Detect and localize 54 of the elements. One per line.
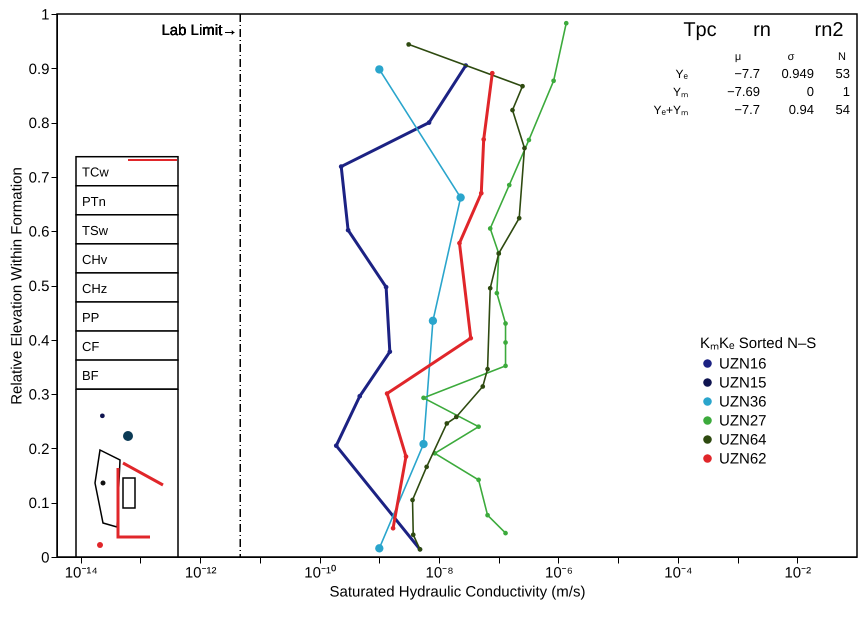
legend-label: UZN64	[719, 432, 767, 448]
annotation: rn	[753, 19, 771, 41]
legend-title: KₘKₑ Sorted N–S	[700, 335, 816, 352]
annotation: −7.69	[727, 84, 760, 99]
y-tick-label: 1	[41, 6, 50, 24]
annotation: BF	[82, 368, 99, 384]
legend-label: UZN16	[719, 356, 767, 372]
y-tick-label: 0.2	[28, 440, 50, 458]
x-tick-label: 10⁻⁴	[664, 564, 692, 582]
x-tick-label: 10⁻⁸	[426, 564, 454, 582]
annotation: Yₑ	[676, 67, 689, 81]
legend-label: UZN36	[719, 394, 767, 410]
y-axis-title: Relative Elevation Within Formation	[8, 167, 26, 405]
annotation: −7.7	[734, 66, 760, 81]
annotation: TSw	[82, 222, 109, 238]
annotation: CF	[82, 339, 100, 354]
annotation: 0.949	[781, 66, 814, 81]
y-tick-label: 0	[41, 550, 50, 566]
y-tick-label: 0.3	[28, 386, 50, 404]
y-tick-label: 0.6	[28, 224, 50, 241]
legend-label: UZN62	[719, 450, 767, 468]
x-tick-label: 10⁻¹²	[184, 564, 217, 582]
annotation: TCw	[82, 164, 110, 180]
annotation: Yₑ+Yₘ	[654, 103, 688, 117]
annotation: σ	[788, 51, 795, 63]
y-tick-label: 0.8	[28, 115, 50, 132]
y-tick-label: 0.1	[28, 495, 50, 512]
y-tick-label: 0.9	[28, 60, 50, 78]
y-tick-label: 0.7	[28, 169, 50, 186]
y-tick-label: 0.5	[28, 278, 50, 295]
annotation: μ	[734, 51, 742, 63]
annotation: 0	[806, 84, 814, 99]
annotation: CHz	[82, 280, 108, 296]
x-tick-label: 10⁻²	[784, 564, 812, 582]
ref-line-label: Lab Limit→	[161, 22, 238, 39]
y-tick-label: 0.4	[28, 332, 50, 350]
x-tick-label: 10⁻¹⁰	[304, 564, 336, 582]
annotation: −7.7	[734, 102, 760, 117]
annotation: 53	[836, 66, 850, 81]
legend-label: UZN27	[719, 412, 767, 430]
annotation: 0.94	[788, 102, 814, 117]
x-tick-label: 10⁻¹⁴	[64, 564, 98, 582]
x-axis-title: Saturated Hydraulic Conductivity (m/s)	[330, 584, 586, 600]
legend-label: UZN15	[719, 374, 767, 392]
annotation: Yₘ	[672, 85, 688, 99]
annotation: PP	[82, 310, 100, 325]
annotation: 1	[842, 84, 850, 99]
x-tick-label: 10⁻⁶	[545, 564, 573, 582]
annotation: rn2	[814, 19, 844, 41]
annotation: 54	[836, 102, 850, 117]
annotation: CHv	[82, 252, 108, 267]
annotation: PTn	[82, 194, 106, 209]
annotation: N	[838, 51, 846, 63]
annotation: Tpc	[683, 19, 717, 41]
